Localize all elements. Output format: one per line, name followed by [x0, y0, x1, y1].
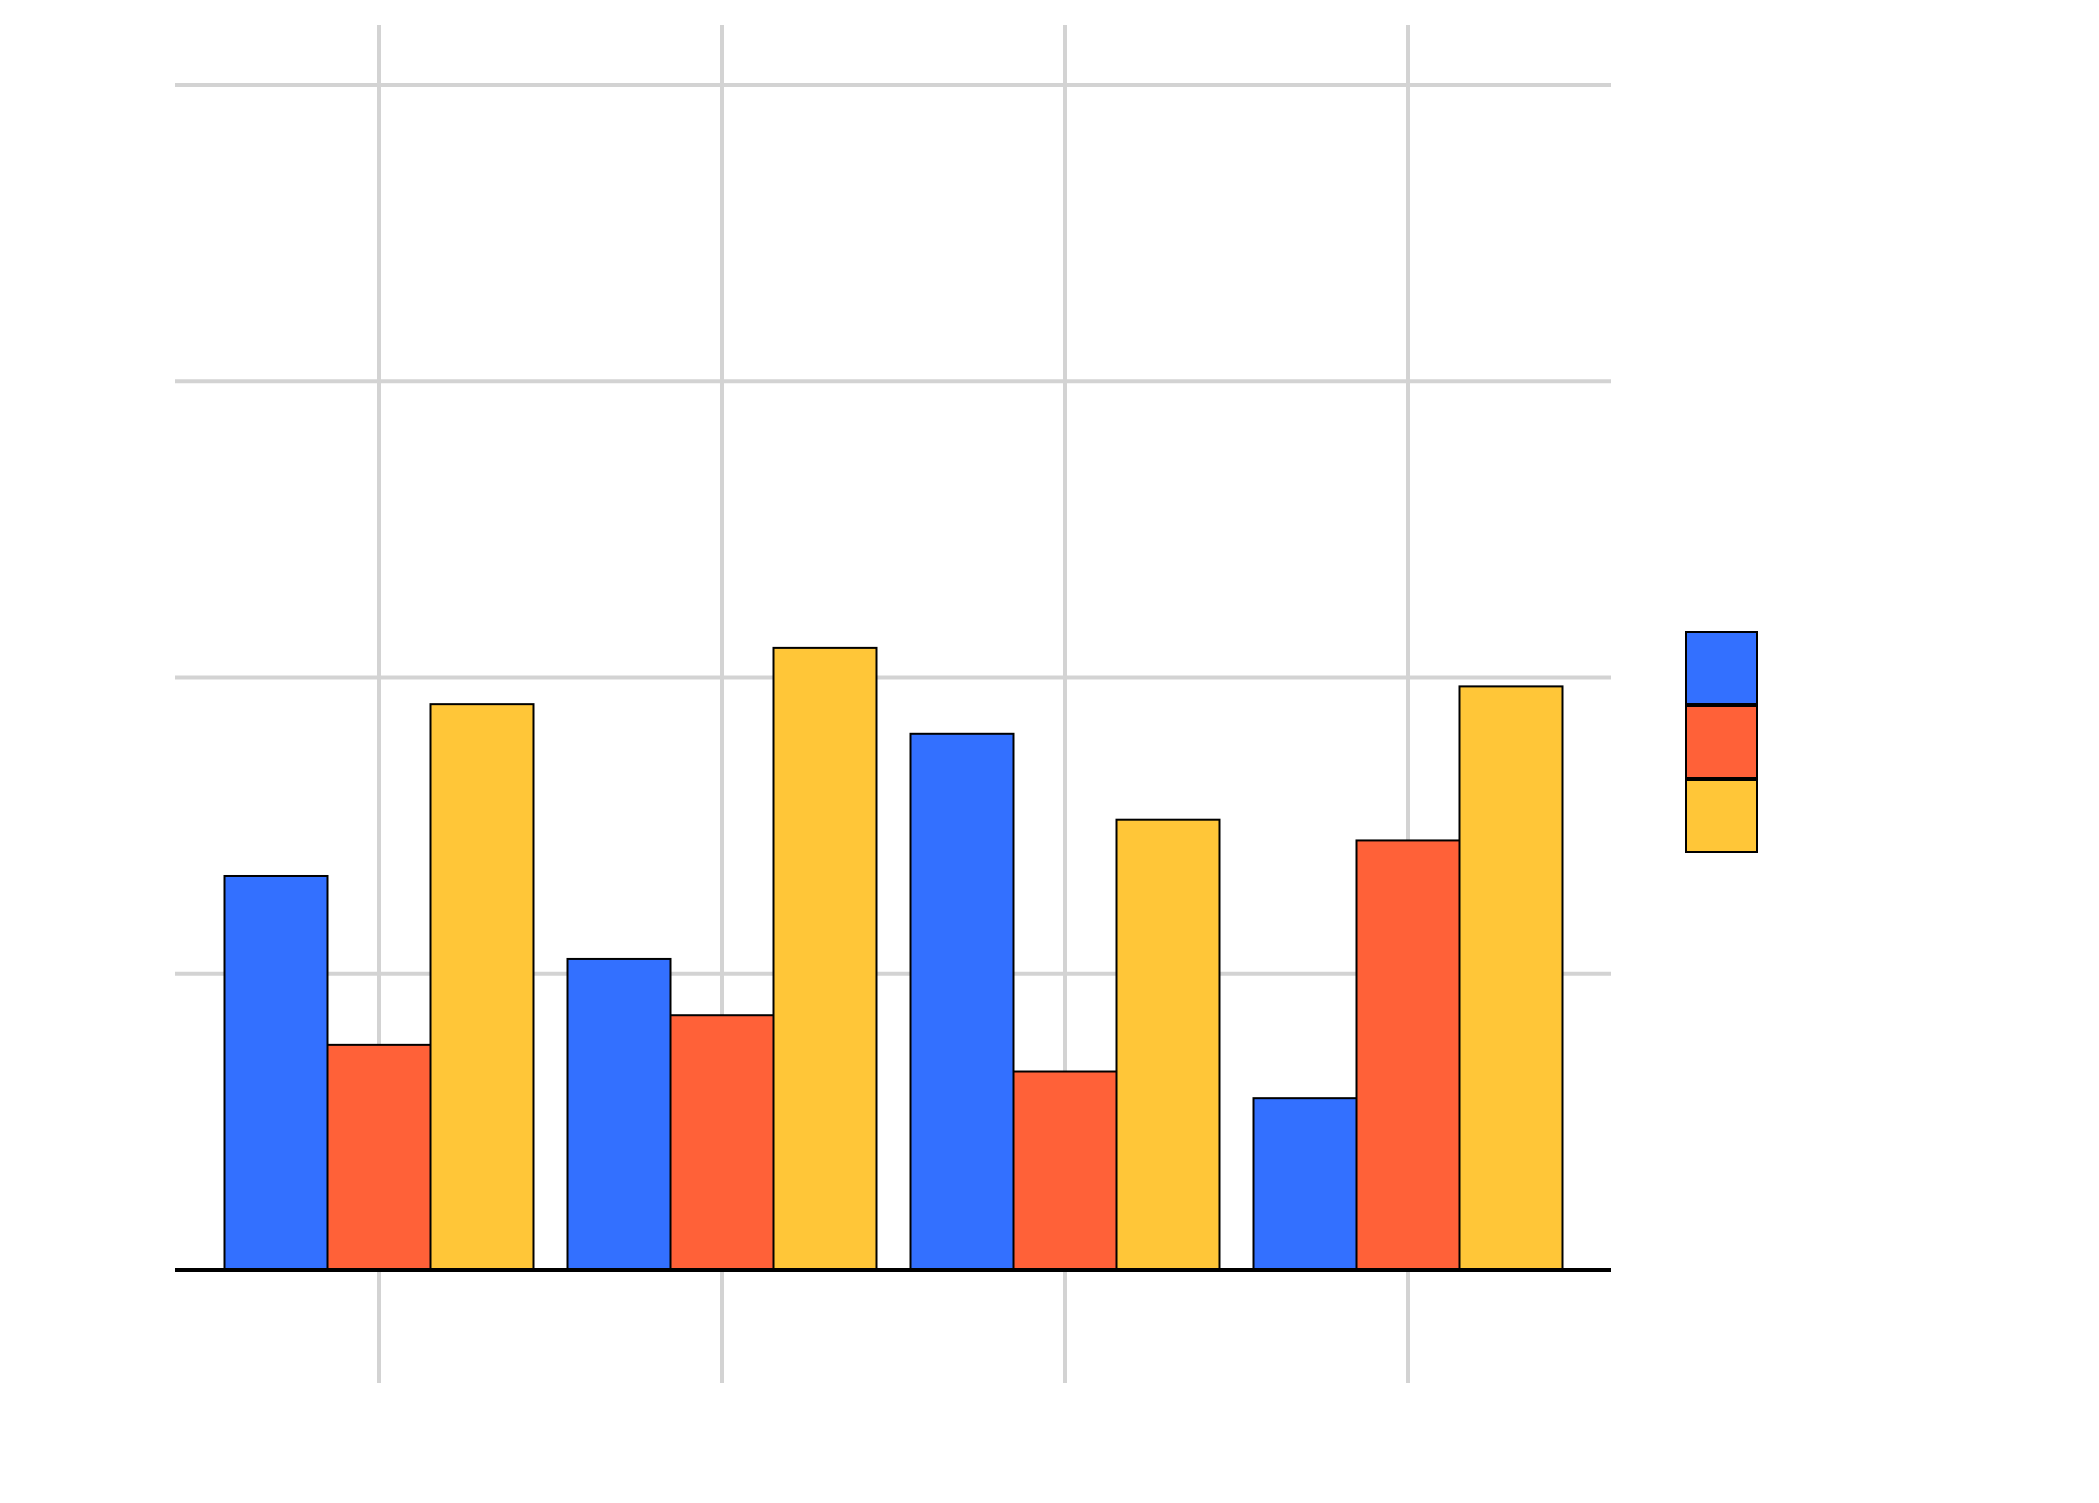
- legend-swatch: [1685, 631, 1758, 705]
- bar: [772, 646, 878, 1271]
- bar: [669, 1014, 775, 1271]
- bar: [1458, 685, 1564, 1271]
- legend-swatch: [1685, 705, 1758, 779]
- bar: [1115, 818, 1221, 1271]
- bar: [1355, 839, 1461, 1271]
- bar: [223, 874, 329, 1271]
- bar: [566, 957, 672, 1271]
- bar: [1012, 1070, 1118, 1271]
- bars: [223, 646, 1564, 1272]
- legend: [1685, 631, 1758, 853]
- bar: [429, 703, 535, 1271]
- grid-lines: [175, 25, 1611, 1383]
- bar: [1252, 1097, 1358, 1272]
- bar: [909, 732, 1015, 1271]
- legend-swatch: [1685, 779, 1758, 853]
- bar: [326, 1043, 432, 1271]
